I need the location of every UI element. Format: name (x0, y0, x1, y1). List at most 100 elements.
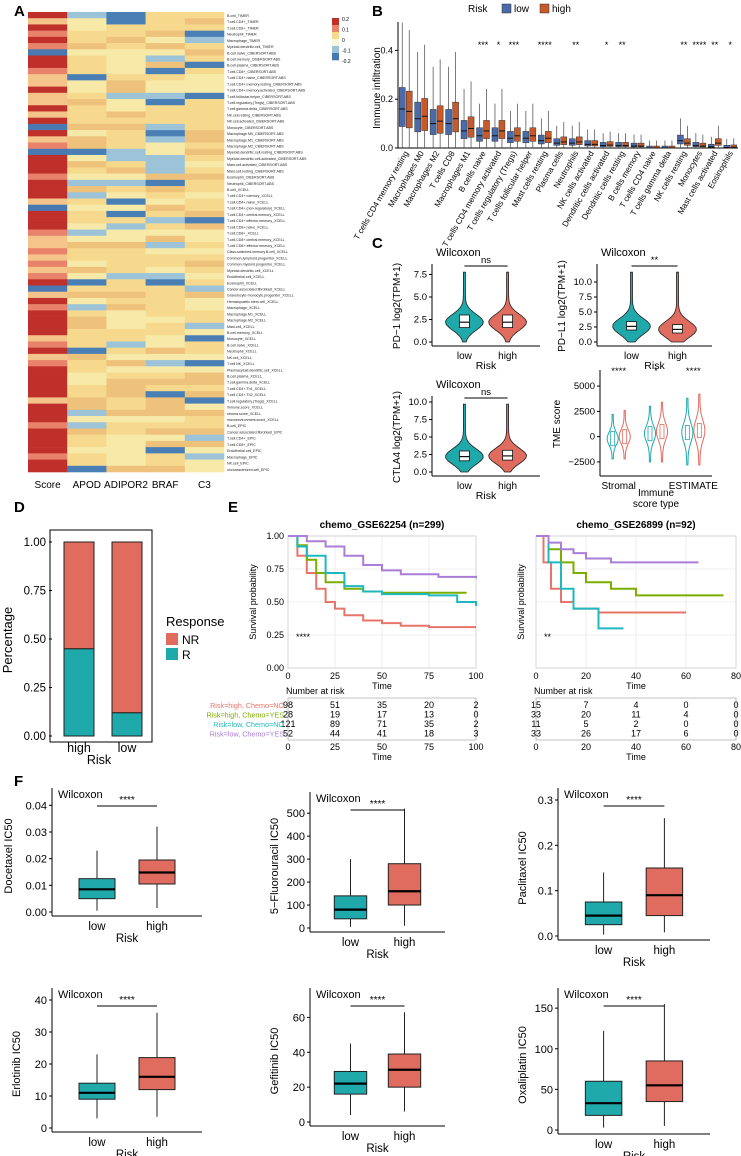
heatmap-cell (67, 130, 107, 137)
heatmap-cell (28, 248, 68, 255)
heatmap-cell (145, 92, 186, 100)
bar-nr (111, 541, 143, 714)
y-tick-label: 50 (541, 1084, 553, 1096)
heatmap-column-label: Score (35, 480, 62, 491)
heatmap-cell (106, 260, 146, 268)
significance-label: **** (370, 995, 386, 1006)
heatmap-cell (28, 440, 68, 448)
heatmap-cell (67, 372, 107, 380)
heatmap-cell (184, 123, 225, 131)
heatmap-cell (145, 80, 186, 87)
bar-nr (63, 541, 95, 650)
x-tick-label: low (342, 1131, 360, 1143)
heatmap-cell (28, 428, 68, 436)
heatmap-cell (184, 459, 225, 467)
heatmap-cell (184, 99, 225, 106)
risk-table-frame (535, 697, 737, 741)
heatmap-cell (145, 204, 186, 212)
heatmap-cell (67, 105, 107, 112)
heatmap-cell (28, 111, 68, 118)
violin-shape (445, 403, 484, 473)
panel-a-heatmap: B.cell_TIMER T.cell.CD4+_TIMER T.cell.CD8+… (28, 12, 351, 491)
heatmap-cell (145, 49, 186, 56)
heatmap-cell (67, 248, 107, 255)
x-axis-title: Risk (644, 360, 665, 372)
heatmap-cell (184, 384, 225, 392)
y-tick-label: 0.0 (579, 337, 592, 348)
heatmap-cell (184, 254, 225, 261)
inner-box (502, 314, 514, 329)
heatmap-cell (145, 235, 186, 243)
panel-c-violins: 0.0 2.5 5.0 7.5 PD−1 log2(TPM+1) low high Wilco… (392, 247, 718, 510)
heatmap-cell (184, 30, 225, 38)
heatmap-cell (67, 204, 107, 212)
heatmap-cell (67, 186, 107, 193)
x-tick-label: high (394, 1131, 416, 1143)
heatmap-cell (67, 173, 107, 181)
heatmap-cell (184, 341, 225, 348)
significance-label: *** (478, 40, 489, 50)
x-tick-label: 100 (468, 742, 483, 752)
heatmap-cell (67, 136, 107, 143)
heatmap-cell (145, 266, 186, 274)
heatmap-cell (28, 341, 68, 348)
y-tick-label: 2.5 (579, 322, 592, 333)
heatmap-cell (184, 18, 225, 25)
heatmap-cell (145, 273, 186, 280)
heatmap-row-label: Macrophage_TIMER (227, 39, 261, 43)
colorbar-tick-label: 0.2 (342, 17, 349, 23)
x-tick-label: Immune (638, 488, 675, 499)
risk-table-cell: 2 (473, 700, 478, 710)
legend-title: Risk (468, 4, 488, 15)
heatmap-cell (145, 248, 186, 255)
y-tick-label: 0.75 (24, 586, 46, 598)
violin-shape (658, 271, 697, 343)
heatmap-cell (145, 403, 186, 411)
survival-curve (288, 535, 477, 606)
heatmap-cell (67, 67, 107, 75)
heatmap-row-label: Monocyte_CIBERSORT.ABS (227, 126, 274, 130)
y-tick-label: 0.00 (24, 731, 46, 743)
box-high (529, 127, 537, 142)
y-tick-label: 7.5 (414, 415, 427, 426)
heatmap-column-label: BRAF (152, 480, 179, 491)
risk-table-frame (287, 697, 477, 741)
heatmap-cell (28, 384, 68, 392)
x-tick-label: low (457, 481, 473, 492)
heatmap-row-label: T.cell.gamma.delta_CIBERSORT.ABS (227, 107, 288, 111)
heatmap-cell (67, 453, 107, 460)
x-tick-label: 60 (681, 671, 691, 681)
heatmap-cell (184, 372, 225, 380)
heatmap-cell (67, 217, 107, 224)
significance-label: *** (509, 40, 520, 50)
colorbar-tick-label: 0.1 (342, 28, 349, 34)
heatmap-row-label: Endothelial.cell_XCELL (227, 275, 265, 279)
y-tick-label: 2500 (574, 406, 595, 417)
heatmap-row-label: B.cell.memory_CIBERSORT.ABS (227, 57, 281, 61)
heatmap-cell (28, 409, 68, 417)
x-axis-title: Risk (116, 933, 139, 945)
risk-table-cell: 33 (531, 710, 541, 720)
tme-violin (655, 401, 669, 463)
heatmap-cell (184, 304, 225, 311)
heatmap-cell (67, 43, 107, 50)
heatmap-cell (184, 186, 225, 193)
legend-label: NR (182, 633, 200, 647)
heatmap-cell (106, 335, 146, 342)
y-axis-title: PD−1 log2(TPM+1) (392, 263, 403, 349)
heatmap-cell (145, 335, 186, 342)
heatmap-cell (67, 266, 107, 274)
heatmap-row-label: T.cell.CD8+_TIMER (227, 26, 259, 30)
risk-table-cell: 20 (424, 700, 434, 710)
risk-table-cell: 4 (683, 710, 688, 720)
heatmap-row-label: T.cell.regulatory.(Tregs)_XCELL (227, 399, 278, 403)
heatmap-row-label: Hematopoietic.stem.cell_XCELL (227, 300, 279, 304)
y-tick-label: 40 (35, 995, 47, 1007)
y-tick-label: 0.2 (538, 840, 553, 852)
heatmap-cell (184, 235, 225, 243)
box-high (637, 142, 645, 148)
risk-table-cell: 20 (581, 710, 591, 720)
box-low (460, 120, 468, 139)
heatmap-row-label: Macrophage.M2_CIBERSORT.ABS (227, 145, 284, 149)
heatmap-cell (106, 434, 146, 442)
